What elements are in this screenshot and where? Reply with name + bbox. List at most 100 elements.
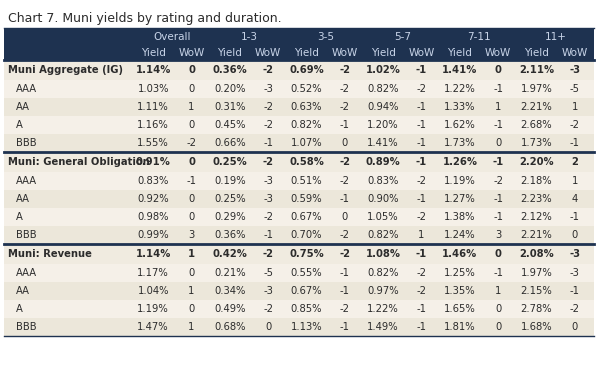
Text: 0: 0: [188, 120, 194, 130]
Text: Muni: General Obligation: Muni: General Obligation: [8, 157, 150, 167]
Text: 0: 0: [188, 268, 194, 278]
Text: 1.22%: 1.22%: [444, 84, 475, 94]
Text: 0: 0: [188, 194, 194, 204]
Text: 1.97%: 1.97%: [521, 268, 553, 278]
Text: 1.08%: 1.08%: [365, 249, 401, 259]
Text: -1: -1: [493, 268, 503, 278]
Text: 0.85%: 0.85%: [291, 304, 322, 314]
Text: -2: -2: [570, 120, 580, 130]
Text: A: A: [16, 304, 23, 314]
Text: -2: -2: [339, 157, 350, 167]
Text: 2.18%: 2.18%: [521, 176, 553, 186]
Text: -2: -2: [263, 249, 274, 259]
Text: 0.58%: 0.58%: [289, 157, 324, 167]
Text: Muni: Revenue: Muni: Revenue: [8, 249, 92, 259]
Text: 1.41%: 1.41%: [442, 65, 478, 75]
Text: Muni Aggregate (IG): Muni Aggregate (IG): [8, 65, 123, 75]
Text: 1.25%: 1.25%: [444, 268, 475, 278]
Text: -2: -2: [416, 176, 426, 186]
Text: 0: 0: [265, 322, 271, 332]
Text: -1: -1: [493, 194, 503, 204]
Text: 0.67%: 0.67%: [291, 212, 322, 222]
Text: 1.14%: 1.14%: [136, 65, 171, 75]
Text: 0.97%: 0.97%: [367, 286, 399, 296]
Text: 1-3: 1-3: [240, 31, 258, 42]
Text: 0.98%: 0.98%: [138, 212, 169, 222]
Text: 2.78%: 2.78%: [521, 304, 553, 314]
Text: -2: -2: [187, 138, 197, 148]
Text: 0.82%: 0.82%: [367, 230, 399, 240]
Text: 0: 0: [495, 322, 501, 332]
Text: 0.69%: 0.69%: [289, 65, 324, 75]
Text: 0.63%: 0.63%: [291, 102, 322, 112]
Text: A: A: [16, 212, 23, 222]
Text: 1.19%: 1.19%: [138, 304, 169, 314]
Bar: [4, 172, 594, 190]
Text: 1.16%: 1.16%: [138, 120, 169, 130]
Text: 0: 0: [495, 249, 502, 259]
Text: 1: 1: [495, 286, 501, 296]
Text: 1.24%: 1.24%: [444, 230, 475, 240]
Text: 1.22%: 1.22%: [367, 304, 399, 314]
Text: -1: -1: [570, 286, 580, 296]
Text: 0.99%: 0.99%: [138, 230, 169, 240]
Text: 0.91%: 0.91%: [136, 157, 170, 167]
Text: -1: -1: [340, 120, 350, 130]
Text: 0: 0: [495, 65, 502, 75]
Bar: [4, 98, 594, 116]
Text: WoW: WoW: [255, 47, 281, 57]
Text: 0: 0: [188, 84, 194, 94]
Text: 1.14%: 1.14%: [136, 249, 171, 259]
Text: -2: -2: [416, 84, 426, 94]
Text: Yield: Yield: [141, 47, 166, 57]
Bar: [4, 208, 594, 226]
Text: 1: 1: [495, 102, 501, 112]
Text: -3: -3: [570, 268, 580, 278]
Text: 3: 3: [188, 230, 194, 240]
Text: -1: -1: [416, 157, 427, 167]
Text: BBB: BBB: [16, 138, 36, 148]
Text: -3: -3: [263, 84, 273, 94]
Text: 0.94%: 0.94%: [367, 102, 399, 112]
Text: 0.67%: 0.67%: [291, 286, 322, 296]
Text: 0.82%: 0.82%: [367, 268, 399, 278]
Text: -2: -2: [263, 120, 273, 130]
Text: 1.19%: 1.19%: [444, 176, 475, 186]
Text: -1: -1: [416, 120, 426, 130]
Text: 1.55%: 1.55%: [138, 138, 169, 148]
Text: 0.51%: 0.51%: [291, 176, 322, 186]
Text: -2: -2: [570, 304, 580, 314]
Text: -2: -2: [263, 212, 273, 222]
Text: -2: -2: [263, 65, 274, 75]
Bar: [4, 80, 594, 98]
Text: Yield: Yield: [218, 47, 242, 57]
Text: -1: -1: [570, 138, 580, 148]
Text: 0.19%: 0.19%: [214, 176, 246, 186]
Text: 0.55%: 0.55%: [291, 268, 322, 278]
Text: -1: -1: [340, 322, 350, 332]
Text: -2: -2: [263, 157, 274, 167]
Text: 2.12%: 2.12%: [521, 212, 553, 222]
Text: -1: -1: [493, 157, 504, 167]
Text: 0.75%: 0.75%: [289, 249, 324, 259]
Text: 1.11%: 1.11%: [138, 102, 169, 112]
Text: 2.21%: 2.21%: [521, 230, 553, 240]
Bar: [4, 116, 594, 134]
Text: 0.36%: 0.36%: [212, 65, 247, 75]
Text: 1.17%: 1.17%: [138, 268, 169, 278]
Text: -2: -2: [340, 230, 350, 240]
Text: -1: -1: [416, 102, 426, 112]
Text: 1.97%: 1.97%: [521, 84, 553, 94]
Text: 1.26%: 1.26%: [443, 157, 477, 167]
Text: WoW: WoW: [408, 47, 435, 57]
Text: -3: -3: [569, 65, 580, 75]
Text: 1.73%: 1.73%: [444, 138, 475, 148]
Text: 1.07%: 1.07%: [291, 138, 322, 148]
Text: -2: -2: [263, 102, 273, 112]
Text: 1.35%: 1.35%: [444, 286, 475, 296]
Text: -1: -1: [416, 138, 426, 148]
Text: -2: -2: [263, 304, 273, 314]
Text: 0.45%: 0.45%: [214, 120, 246, 130]
Text: 0.90%: 0.90%: [367, 194, 399, 204]
Text: 1.62%: 1.62%: [444, 120, 475, 130]
